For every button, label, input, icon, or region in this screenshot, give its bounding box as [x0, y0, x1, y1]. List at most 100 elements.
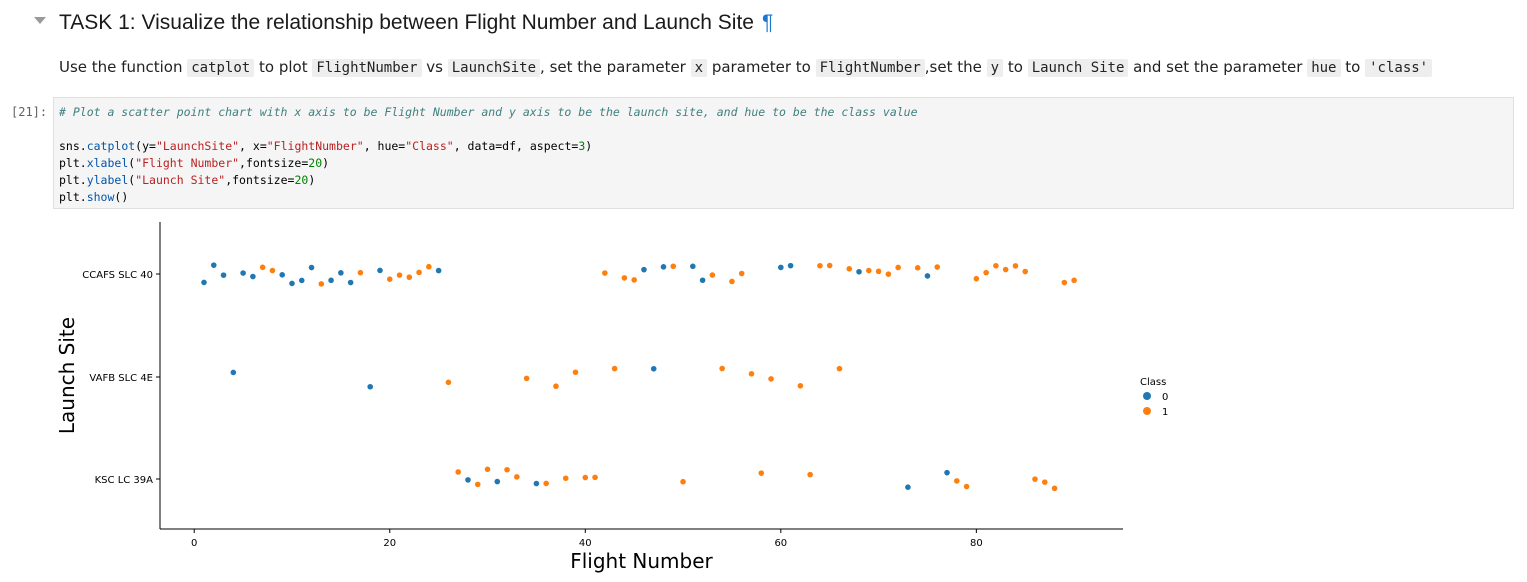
data-point [905, 484, 911, 490]
catplot-output: CCAFS SLC 40 VAFB SLC 4E KSC LC 39A 0 20 40 60… [55, 222, 1168, 573]
inline-code: y [986, 59, 1004, 77]
data-point [1032, 476, 1038, 482]
heading-anchor-link[interactable]: ¶ [761, 11, 774, 34]
data-point [367, 383, 373, 390]
data-point [201, 279, 207, 286]
inline-code: 'class' [1365, 59, 1433, 77]
data-point [210, 262, 217, 268]
data-point [250, 273, 256, 280]
data-point [406, 274, 413, 281]
data-point [650, 365, 657, 372]
data-point [523, 375, 530, 382]
data-point [289, 280, 295, 287]
data-point [787, 262, 794, 269]
data-point [944, 469, 950, 476]
data-point [455, 469, 461, 475]
instruction-text: , set the parameter [540, 58, 691, 76]
legend-marker [1143, 407, 1151, 415]
data-point [220, 272, 227, 278]
legend-label: 0 [1162, 392, 1168, 403]
data-point [641, 266, 647, 273]
data-point [269, 267, 276, 274]
data-point [768, 376, 774, 382]
data-point [778, 264, 784, 271]
data-point [738, 270, 745, 277]
instruction-text: vs [421, 58, 448, 76]
inline-code: FlightNumber [312, 59, 422, 77]
x-tick-label: 20 [383, 538, 396, 549]
data-point [719, 365, 725, 372]
inline-code: LaunchSite [447, 59, 541, 77]
instruction-text: parameter to [707, 58, 816, 76]
data-point [856, 268, 862, 275]
data-point [885, 271, 892, 277]
data-point [484, 466, 491, 473]
data-point [426, 263, 432, 270]
data-point [670, 263, 677, 270]
instruction-paragraph: Use the function catplot to plot FlightN… [59, 56, 1433, 79]
data-point [914, 265, 921, 271]
data-point [308, 264, 315, 271]
data-point [514, 474, 520, 480]
data-point [807, 471, 813, 478]
data-point [504, 466, 510, 473]
data-point [1061, 279, 1068, 286]
data-point [817, 262, 823, 269]
data-point [543, 480, 549, 487]
data-point [866, 267, 872, 274]
data-point [934, 264, 941, 270]
y-tick-label: VAFB SLC 4E [89, 373, 153, 384]
data-point [347, 279, 354, 286]
data-point [797, 383, 804, 389]
legend-title: Class [1140, 377, 1166, 388]
data-point [582, 474, 589, 481]
data-point [1041, 479, 1048, 485]
instruction-text: ,set the [924, 58, 987, 76]
instruction-text: Use the function [59, 58, 188, 76]
data-point [494, 478, 501, 485]
x-tick-label: 60 [774, 538, 787, 549]
x-tick-label: 80 [970, 538, 983, 549]
data-point [386, 276, 393, 283]
data-point [1022, 268, 1029, 275]
code-text[interactable]: # Plot a scatter point chart with x axis… [59, 104, 918, 206]
data-point [875, 268, 882, 275]
data-point [562, 475, 569, 482]
data-point [680, 478, 686, 485]
code-cell-editor[interactable]: # Plot a scatter point chart with x axis… [53, 97, 1514, 209]
x-tick-label: 0 [191, 538, 197, 549]
data-point [631, 277, 637, 283]
data-point [259, 264, 266, 271]
code-comment: # Plot a scatter point chart with x axis… [59, 105, 918, 119]
instruction-text: to plot [254, 58, 313, 76]
data-point [660, 264, 667, 270]
cell-execution-prompt: [21]: [11, 105, 48, 119]
data-point [895, 264, 901, 271]
data-point [983, 269, 989, 276]
heading-text: TASK 1: Visualize the relationship betwe… [59, 11, 754, 34]
data-point [435, 267, 442, 274]
data-point [846, 266, 853, 272]
data-point [240, 270, 246, 276]
x-tick-label: 40 [579, 538, 592, 549]
data-point [279, 271, 286, 278]
code-line-2: plt.xlabel("Flight Number",fontsize=20) [59, 156, 330, 170]
data-point [836, 365, 843, 372]
collapse-heading-toggle[interactable] [34, 17, 46, 24]
data-point [357, 269, 364, 276]
data-point [621, 275, 628, 281]
legend-marker [1143, 392, 1151, 400]
data-point [973, 275, 980, 282]
instruction-text: to [1340, 58, 1366, 76]
data-point [572, 369, 579, 376]
data-point [993, 262, 999, 269]
data-point [709, 272, 716, 278]
data-point [748, 371, 755, 377]
data-point [758, 470, 765, 476]
data-point [1012, 263, 1019, 269]
data-point [338, 270, 344, 276]
data-point [699, 277, 706, 284]
instruction-text: and set the parameter [1128, 58, 1308, 76]
section-heading: TASK 1: Visualize the relationship betwe… [59, 11, 773, 35]
data-point [396, 272, 403, 278]
